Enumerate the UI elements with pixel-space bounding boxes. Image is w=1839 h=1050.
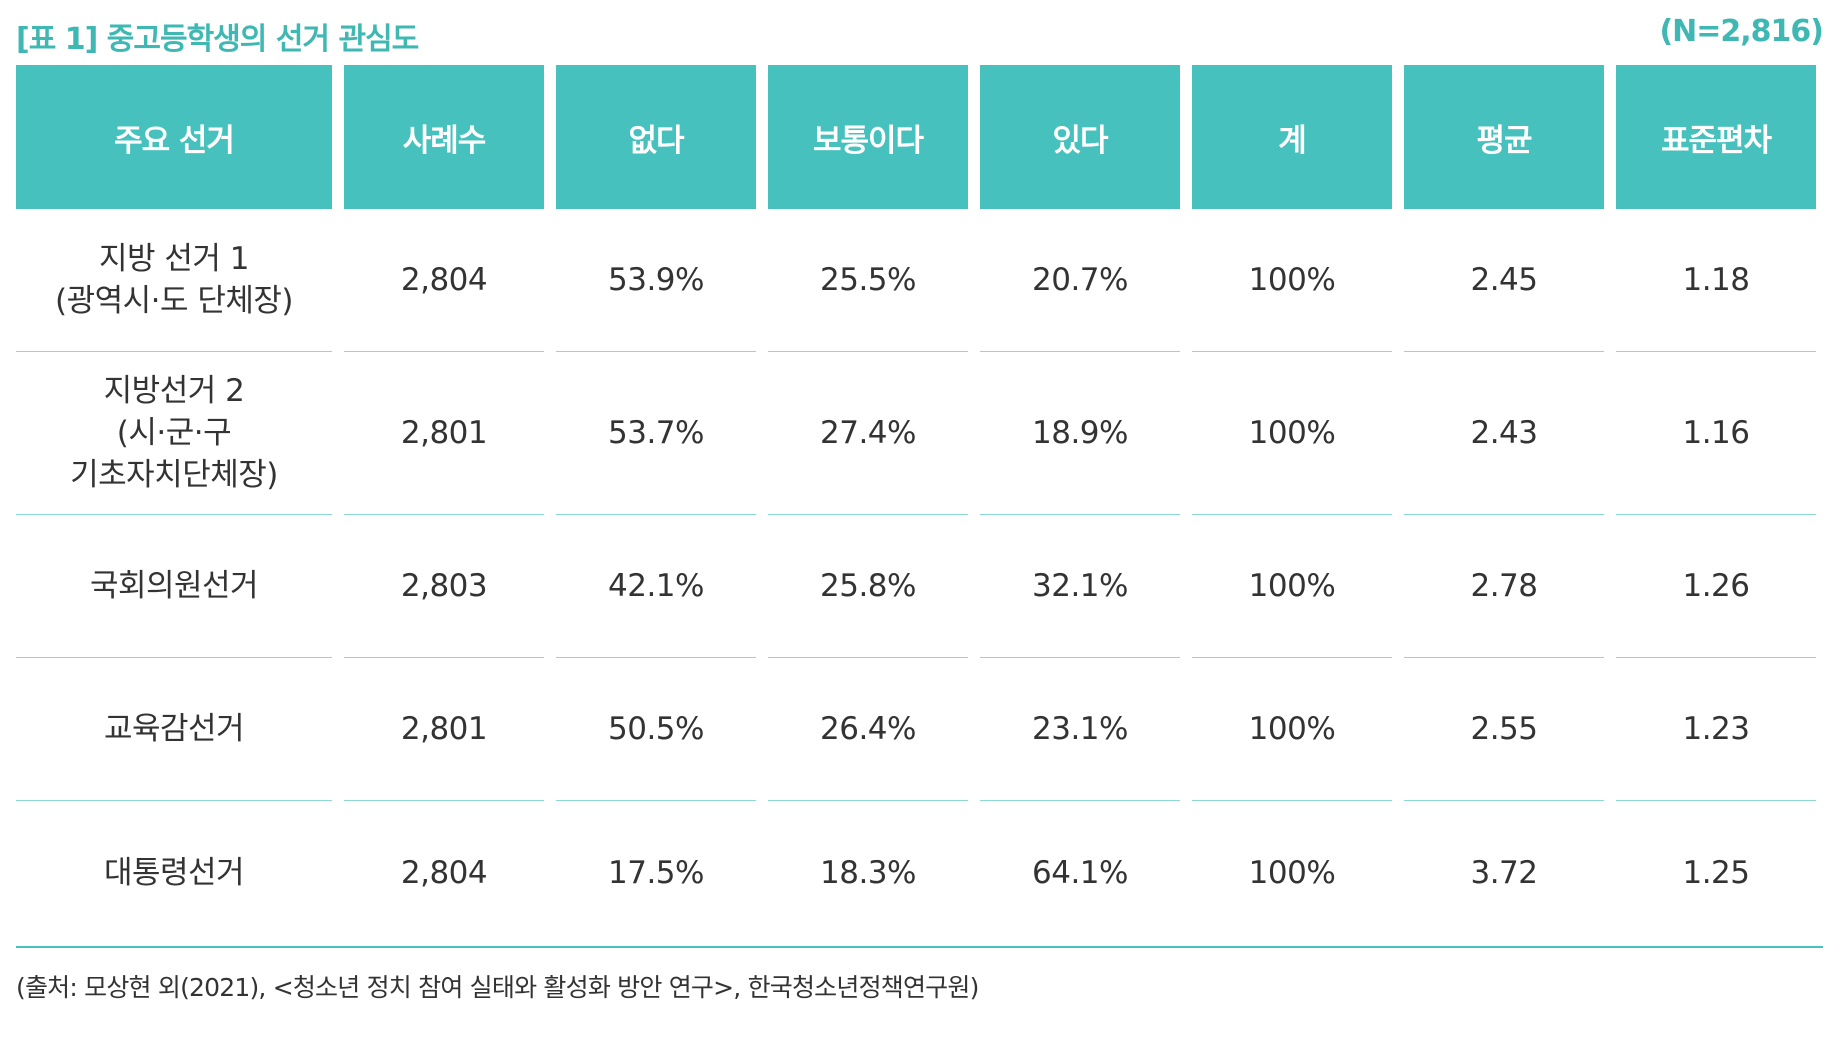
source-citation: (출처: 모상현 외(2021), <청소년 정치 참여 실태와 활성화 방안 … — [16, 973, 979, 1002]
cell-std: 1.25 — [1682, 854, 1750, 891]
cell-yes: 18.9% — [980, 352, 1180, 515]
table-row: 교육감선거 2,801 50.5% 26.4% 23.1% 100% 2.55 … — [16, 658, 1823, 801]
cell-neutral: 25.5% — [768, 209, 968, 352]
table-title: [표 1] 중고등학생의 선거 관심도 — [16, 22, 419, 57]
cell-neutral: 18.3% — [820, 854, 916, 891]
cell-none: 42.1% — [556, 515, 756, 658]
header-election: 주요 선거 — [16, 65, 332, 209]
cell-neutral: 25.8% — [768, 515, 968, 658]
cell-yes: 64.1% — [1032, 854, 1128, 891]
table-row: 국회의원선거 2,803 42.1% 25.8% 32.1% 100% 2.78… — [16, 515, 1823, 658]
row-label-line: (광역시·도 단체장) — [54, 283, 294, 319]
cell-yes: 20.7% — [980, 209, 1180, 352]
cell-mean: 2.43 — [1404, 352, 1604, 515]
cell-total: 100% — [1248, 854, 1336, 891]
cell-yes: 32.1% — [980, 515, 1180, 658]
cell-cases: 2,801 — [344, 658, 544, 801]
table-bottom-rule — [16, 946, 1823, 948]
table-header-row: 주요 선거 사례수 없다 보통이다 있다 계 평균 표준편차 — [16, 65, 1823, 209]
table-row: 지방선거 2 (시·군·구 기초자치단체장) 2,801 53.7% 27.4%… — [16, 352, 1823, 515]
cell-total: 100% — [1192, 209, 1392, 352]
cell-none: 17.5% — [608, 854, 704, 891]
header-cases: 사례수 — [344, 65, 544, 209]
row-label: 대통령선거 — [16, 801, 332, 944]
cell-total: 100% — [1192, 515, 1392, 658]
cell-none: 53.9% — [556, 209, 756, 352]
cell-none: 53.7% — [556, 352, 756, 515]
cell-std: 1.16 — [1616, 352, 1816, 515]
cell-std: 1.26 — [1616, 515, 1816, 658]
row-label-line: 지방선거 2 — [103, 373, 245, 409]
cell-neutral: 26.4% — [768, 658, 968, 801]
cell-yes: 23.1% — [980, 658, 1180, 801]
cell-cases: 2,801 — [344, 352, 544, 515]
cell-mean: 2.55 — [1404, 658, 1604, 801]
cell-mean: 2.78 — [1404, 515, 1604, 658]
cell-cases: 2,804 — [344, 209, 544, 352]
row-label: 지방 선거 1 (광역시·도 단체장) — [16, 209, 332, 352]
cell-total: 100% — [1192, 658, 1392, 801]
title-row: [표 1] 중고등학생의 선거 관심도 (N=2,816) — [16, 14, 1824, 60]
row-label-line: (시·군·구 — [116, 415, 232, 451]
header-yes: 있다 — [980, 65, 1180, 209]
cell-cases: 2,804 — [400, 854, 488, 891]
row-label-line: 국회의원선거 — [89, 568, 259, 604]
table-row: 대통령선거 2,804 17.5% 18.3% 64.1% 100% 3.72 … — [16, 801, 1823, 944]
header-mean: 평균 — [1404, 65, 1604, 209]
row-label-line: 기초자치단체장) — [70, 457, 278, 493]
row-label-line: 대통령선거 — [103, 854, 245, 891]
cell-mean: 3.72 — [1470, 854, 1538, 891]
row-label: 지방선거 2 (시·군·구 기초자치단체장) — [16, 352, 332, 515]
cell-total: 100% — [1192, 352, 1392, 515]
cell-std: 1.18 — [1616, 209, 1816, 352]
cell-cases: 2,803 — [344, 515, 544, 658]
header-std: 표준편차 — [1616, 65, 1816, 209]
table-row: 지방 선거 1 (광역시·도 단체장) 2,804 53.9% 25.5% 20… — [16, 209, 1823, 352]
header-total: 계 — [1192, 65, 1392, 209]
cell-neutral: 27.4% — [768, 352, 968, 515]
row-label: 교육감선거 — [16, 658, 332, 801]
cell-mean: 2.45 — [1404, 209, 1604, 352]
header-neutral: 보통이다 — [768, 65, 968, 209]
header-none: 없다 — [556, 65, 756, 209]
interest-table: 주요 선거 사례수 없다 보통이다 있다 계 평균 표준편차 지방 선거 1 (… — [16, 65, 1823, 944]
cell-std: 1.23 — [1616, 658, 1816, 801]
cell-none: 50.5% — [556, 658, 756, 801]
row-label-line: 지방 선거 1 — [98, 241, 250, 277]
row-label-line: 교육감선거 — [103, 711, 245, 747]
sample-size-label: (N=2,816) — [1659, 14, 1824, 49]
row-label: 국회의원선거 — [16, 515, 332, 658]
